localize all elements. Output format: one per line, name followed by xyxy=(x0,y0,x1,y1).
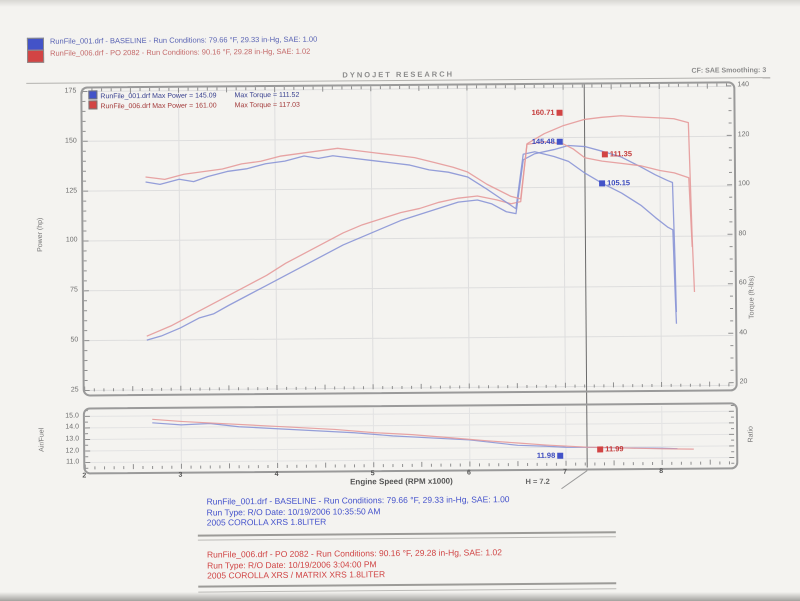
tick-label: 140 xyxy=(737,81,750,89)
tick-label: 80 xyxy=(738,230,747,238)
tick-label: 7 xyxy=(563,468,568,476)
tick-label: 11.0 xyxy=(66,458,80,466)
scan-top-shadow xyxy=(0,0,800,7)
cursor-power-modified-value: 160.71 xyxy=(531,107,555,117)
tick-label: 5 xyxy=(370,470,375,478)
afr-right-axis-label: Ratio xyxy=(747,426,755,443)
cursor-torque-baseline-callout: 105.15 xyxy=(599,178,630,187)
tick-label: 13.0 xyxy=(65,435,80,443)
modified-marker-icon xyxy=(597,445,604,452)
torque-axis-label: Torque (ft-lbs) xyxy=(748,275,756,319)
cursor-afr-modified-value: 11.99 xyxy=(605,444,624,454)
tick-label: 100 xyxy=(738,180,750,188)
tick-label: 100 xyxy=(65,237,78,245)
tick-label: 25 xyxy=(70,386,79,394)
afr-chart-frame xyxy=(82,402,739,475)
tick-label: 120 xyxy=(737,131,750,139)
x-axis-title: Engine Speed (RPM x1000) xyxy=(350,476,453,487)
modified-legend-power: RunFile_006.drf Max Power = 161.00 xyxy=(100,102,217,111)
cursor-power-modified-callout: 160.71 xyxy=(512,107,563,117)
tick-label: 20 xyxy=(739,378,748,386)
modified-marker-icon xyxy=(601,150,608,157)
tick-label: 8 xyxy=(659,467,664,475)
baseline-marker-icon xyxy=(599,179,606,186)
baseline-marker-icon xyxy=(556,138,563,145)
cursor-afr-modified-callout: 11.99 xyxy=(597,444,624,454)
cursor-afr-baseline-value: 11.98 xyxy=(536,450,556,460)
cursor-power-baseline-value: 145.48 xyxy=(531,136,555,146)
tick-label: 6 xyxy=(466,469,471,477)
tick-label: 150 xyxy=(65,137,77,145)
cursor-afr-baseline-callout: 11.98 xyxy=(523,450,564,460)
modified-legend-swatch-icon xyxy=(88,100,98,110)
tick-label: 2 xyxy=(82,472,87,480)
chart-legend-row-modified: RunFile_006.drf Max Power = 161.00 Max To… xyxy=(88,99,300,111)
footer-modified-block: RunFile_006.drf - PO 2082 - Run Conditio… xyxy=(207,547,502,581)
footer-baseline-block: RunFile_001.drf - BASELINE - Run Conditi… xyxy=(207,494,510,528)
tick-label: 40 xyxy=(739,329,748,337)
tick-label: 175 xyxy=(64,87,77,95)
tick-label: 125 xyxy=(65,187,78,195)
baseline-legend-swatch-icon xyxy=(88,90,98,100)
tick-label: 60 xyxy=(738,279,747,287)
modified-marker-icon xyxy=(556,109,563,116)
tick-label: 75 xyxy=(70,286,78,294)
tick-label: 12.0 xyxy=(65,447,80,455)
tick-label: 14.0 xyxy=(65,423,80,432)
tick-label: 15.0 xyxy=(65,412,79,420)
cursor-position-note: H = 7.2 xyxy=(525,476,550,487)
tick-label: 3 xyxy=(178,471,183,479)
afr-axis-label: Air/Fuel xyxy=(38,427,46,452)
scan-bottom-shadow xyxy=(0,592,800,601)
cursor-power-baseline-callout: 145.48 xyxy=(513,137,563,146)
tick-label: 50 xyxy=(70,336,79,344)
cursor-torque-modified-value: 111.35 xyxy=(609,149,633,159)
main-chart-frame xyxy=(80,81,738,397)
power-axis-label: Power (hp) xyxy=(36,217,45,252)
cursor-torque-modified-callout: 111.35 xyxy=(601,149,633,159)
modified-legend-torque: Max Torque = 117.03 xyxy=(234,101,300,110)
cursor-torque-baseline-value: 105.15 xyxy=(607,178,631,188)
baseline-marker-icon xyxy=(557,452,564,459)
tick-label: 4 xyxy=(274,470,279,478)
